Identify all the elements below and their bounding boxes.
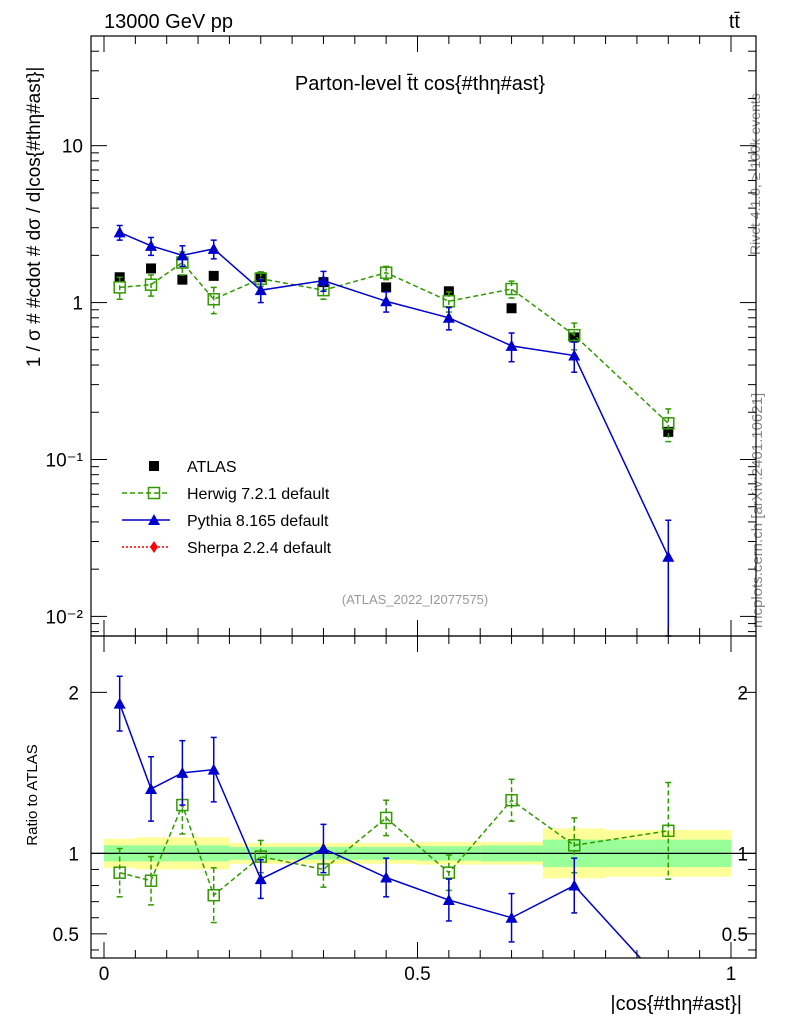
data-point (663, 426, 674, 437)
data-point (568, 328, 581, 342)
ratio-y-tick-label-right: 1 (737, 844, 748, 865)
ratio-y-tick-label-right: 0.5 (722, 925, 748, 946)
header-left: 13000 GeV pp (104, 11, 233, 33)
legend-label: ATLAS (187, 459, 237, 476)
series-1 (113, 251, 675, 443)
ratio-y-tick-label: 2 (68, 683, 79, 704)
x-tick-label: 0.5 (404, 964, 430, 985)
ratio-point (442, 866, 456, 879)
ratio-point (662, 983, 674, 994)
data-point (177, 274, 188, 285)
ratio-point (113, 697, 126, 709)
ratio-pythia (113, 675, 674, 994)
data-point (208, 270, 219, 281)
header-right: tt̄ (729, 11, 741, 33)
ratio-y-tick-label: 0.5 (53, 925, 79, 946)
ratio-point (568, 839, 581, 852)
x-tick-label: 0 (99, 964, 110, 985)
ratio-line (119, 799, 669, 897)
y-axis-label: 1 / σ # #cdot # dσ / d|cos{#thη#ast}| (24, 67, 45, 368)
ratio-point (662, 824, 675, 838)
data-point (568, 349, 581, 361)
x-axis-label: |cos{#thη#ast}| (610, 993, 742, 1015)
ratio-point (442, 894, 455, 906)
data-point (144, 278, 158, 291)
y-tick-label: 10⁻² (46, 607, 84, 628)
legend-label: Herwig 7.2.1 default (187, 486, 330, 503)
legend-marker (147, 486, 161, 500)
ratio-point (145, 782, 158, 794)
data-point (317, 274, 330, 286)
ratio-point (176, 766, 189, 778)
main-panel: 10⁻² 10⁻¹ 1 10 Parton-level t̄t cos{#thη#as… (24, 35, 757, 637)
data-point (207, 293, 220, 306)
data-point (442, 294, 456, 308)
series-line (119, 231, 669, 558)
data-point (379, 266, 393, 279)
data-point (255, 272, 266, 283)
rivet-label: Rivet 4.1.0, ≥ 100k events (747, 93, 763, 255)
ratio-y-label: Ratio to ATLAS (24, 744, 41, 845)
data-point (569, 332, 580, 343)
data-point (662, 550, 675, 562)
data-point (113, 281, 126, 294)
legend-item: Herwig 7.2.1 default (122, 486, 330, 503)
ratio-point (505, 793, 518, 807)
data-point (176, 249, 189, 261)
watermark: (ATLAS_2022_I2077575) (342, 592, 488, 607)
legend: ATLAS Herwig 7.2.1 default Pythia 8.165 de… (122, 459, 332, 557)
ratio-y-tick-label-right: 2 (737, 683, 748, 704)
data-point (254, 284, 267, 296)
ratio-point (505, 911, 518, 923)
ratio-point (317, 842, 330, 854)
data-point (505, 339, 518, 351)
data-point (506, 303, 517, 314)
data-point (505, 282, 518, 296)
x-tick-label: 1 (726, 964, 737, 985)
legend-marker (148, 514, 160, 525)
ratio-point (144, 874, 158, 887)
data-point (145, 239, 158, 251)
ratio-panel: 0.5 0.5 1 1 2 2 0 0.5 1 Ratio to ATLAS |cos{#thη… (24, 635, 757, 1015)
ratio-frame (90, 635, 757, 959)
data-point (113, 226, 126, 238)
legend-label: Sherpa 2.2.4 default (187, 540, 332, 557)
ratio-point (379, 811, 393, 825)
ratio-y-tick-label: 1 (68, 844, 79, 865)
legend-marker (150, 541, 158, 553)
chart-title: Parton-level t̄t cos{#thη#ast} (295, 73, 545, 95)
ratio-series-group (113, 675, 675, 994)
ratio-point (207, 888, 220, 902)
y-tick-label: 10 (62, 137, 83, 158)
legend-item: Sherpa 2.2.4 default (122, 540, 332, 557)
legend-item: Pythia 8.165 default (122, 513, 329, 530)
legend-marker (149, 461, 159, 471)
ratio-point (207, 763, 220, 775)
ratio-point (380, 871, 393, 883)
y-tick-label: 1 (72, 294, 83, 315)
series-line (119, 261, 669, 424)
data-point (381, 282, 392, 293)
source-label: mcplots.cern.ch [arXiv:2401.10621] (749, 393, 766, 628)
y-tick-label: 10⁻¹ (46, 450, 84, 471)
series-2 (113, 224, 675, 637)
data-point (146, 263, 157, 274)
data-point (207, 242, 220, 254)
ratio-point (254, 873, 267, 885)
data-point (380, 295, 393, 307)
ratio-point (568, 879, 581, 891)
data-point (442, 311, 455, 323)
ratio-point (113, 866, 126, 879)
legend-item: ATLAS (149, 459, 237, 476)
data-point (662, 417, 675, 430)
legend-label: Pythia 8.165 default (187, 513, 329, 530)
